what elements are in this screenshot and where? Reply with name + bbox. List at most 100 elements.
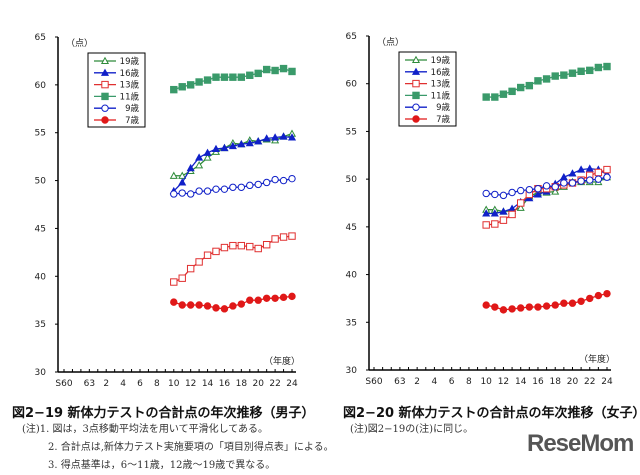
series-7歳 xyxy=(482,289,611,314)
data-point xyxy=(568,169,577,177)
data-point xyxy=(262,65,271,74)
legend-marker xyxy=(412,79,420,88)
x-tick-label: 12 xyxy=(498,377,509,387)
data-point xyxy=(279,176,288,185)
data-point xyxy=(195,161,204,169)
data-point xyxy=(203,251,212,259)
data-point xyxy=(534,303,542,311)
x-axis-label: （年度） xyxy=(264,355,300,367)
data-point xyxy=(491,93,499,101)
data-point xyxy=(279,293,288,302)
data-point xyxy=(568,299,577,307)
data-point xyxy=(170,278,178,286)
data-point xyxy=(508,210,516,219)
data-point xyxy=(499,306,508,314)
data-point xyxy=(220,305,229,313)
data-point xyxy=(542,302,551,310)
data-point xyxy=(482,209,491,217)
legend-marker xyxy=(412,91,420,100)
data-point xyxy=(212,247,220,256)
data-point xyxy=(525,81,534,90)
x-tick-label: 8 xyxy=(154,379,160,389)
data-point xyxy=(533,190,543,198)
data-point xyxy=(178,274,186,282)
y-tick-label: 50 xyxy=(346,175,358,185)
data-point xyxy=(508,305,516,313)
x-tick-label: S60 xyxy=(55,379,72,389)
data-point xyxy=(271,66,279,75)
y-tick-label: 60 xyxy=(346,80,358,90)
data-point xyxy=(246,181,254,190)
legend-marker xyxy=(412,103,420,111)
data-point xyxy=(229,183,237,191)
x-tick-label: 18 xyxy=(549,377,561,387)
data-point xyxy=(262,241,271,249)
series-7歳 xyxy=(170,292,296,313)
legend-label: 19歳 xyxy=(431,55,451,66)
data-point xyxy=(594,291,603,300)
data-point xyxy=(212,185,220,193)
data-point xyxy=(271,175,279,184)
data-point xyxy=(560,71,568,79)
data-point xyxy=(586,66,594,75)
data-point xyxy=(525,303,534,311)
legend-box xyxy=(87,52,146,128)
data-point xyxy=(170,190,178,198)
data-point xyxy=(288,292,296,301)
y-tick-label: 50 xyxy=(35,177,47,187)
data-point xyxy=(229,73,237,81)
data-point xyxy=(195,153,204,161)
data-point xyxy=(229,241,237,250)
data-point xyxy=(542,182,551,190)
chart-title-girls: 図2−20 新体力テストの合計点の年次推移（女子） xyxy=(343,406,640,421)
data-point xyxy=(551,72,559,80)
data-point xyxy=(246,242,254,251)
legend-label: 7歳 xyxy=(436,114,450,125)
legend-label: 16歳 xyxy=(120,68,140,79)
y-tick-label: 40 xyxy=(346,271,358,281)
x-tick-label: 10 xyxy=(480,377,492,387)
data-point xyxy=(228,141,237,150)
data-point xyxy=(237,139,246,148)
data-point xyxy=(271,294,279,302)
data-point xyxy=(288,174,296,183)
data-point xyxy=(262,294,271,302)
y-tick-label: 55 xyxy=(35,129,46,139)
y-axis-label: （点） xyxy=(377,37,404,48)
x-tick-label: 24 xyxy=(601,377,613,387)
data-point xyxy=(220,73,229,81)
data-point xyxy=(186,190,195,198)
legend-label: 11歳 xyxy=(120,91,140,102)
data-point xyxy=(508,87,516,96)
data-point xyxy=(203,187,212,195)
data-point xyxy=(178,189,186,197)
x-tick-label: 6 xyxy=(137,379,143,389)
y-tick-label: 60 xyxy=(35,81,47,91)
data-point xyxy=(203,302,212,310)
legend-marker xyxy=(101,104,109,112)
data-point xyxy=(560,179,568,187)
data-point xyxy=(279,64,288,73)
data-point xyxy=(551,187,560,195)
data-point xyxy=(491,190,499,199)
data-point xyxy=(246,296,254,304)
data-point xyxy=(551,183,559,191)
y-tick-label: 35 xyxy=(346,318,357,328)
data-point xyxy=(603,165,611,174)
data-point xyxy=(220,185,229,193)
data-point xyxy=(517,199,525,207)
data-point xyxy=(212,304,220,312)
data-point xyxy=(254,137,263,145)
data-point xyxy=(288,232,296,240)
data-point xyxy=(577,297,585,305)
data-point xyxy=(262,178,271,187)
legend-label: 13歳 xyxy=(120,80,140,91)
data-point xyxy=(203,148,212,156)
note-boys-3: 3. 得点基準は，6〜11歳，12歳〜19歳で異なる。 xyxy=(48,460,276,471)
legend-marker xyxy=(100,56,110,65)
data-point xyxy=(586,294,594,303)
series-11歳 xyxy=(482,62,611,101)
